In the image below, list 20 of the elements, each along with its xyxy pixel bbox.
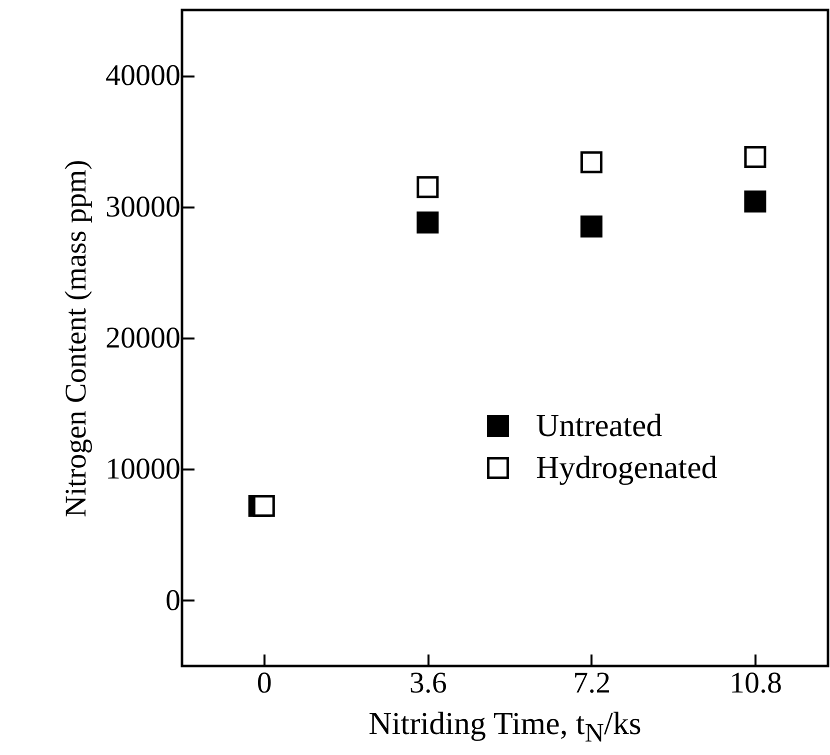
point [580,151,602,174]
x-tick-label: 10.8 [729,666,782,700]
point [744,190,766,213]
legend-label: Hydrogenated [536,449,718,485]
legend-label: Untreated [536,407,662,443]
x-tick-label: 0 [256,666,272,700]
y-tick-label: 40000 [106,59,180,92]
y-tick-label: 10000 [106,452,180,486]
point [252,494,275,517]
y-axis-title: Nitrogen Content (mass ppm) [60,160,92,518]
y-tick-label: 30000 [106,190,180,224]
y-tick-label: 20000 [106,322,180,354]
y-tick-label: 0 [166,584,180,617]
point [416,212,439,234]
point [416,176,439,198]
point [580,215,602,238]
x-axis-title: Nitriding Time, t$_{N}$/ks [368,705,642,748]
x-tick-label: 7.2 [573,666,611,700]
x-tick-label: 3.6 [409,666,447,700]
point [744,146,766,168]
